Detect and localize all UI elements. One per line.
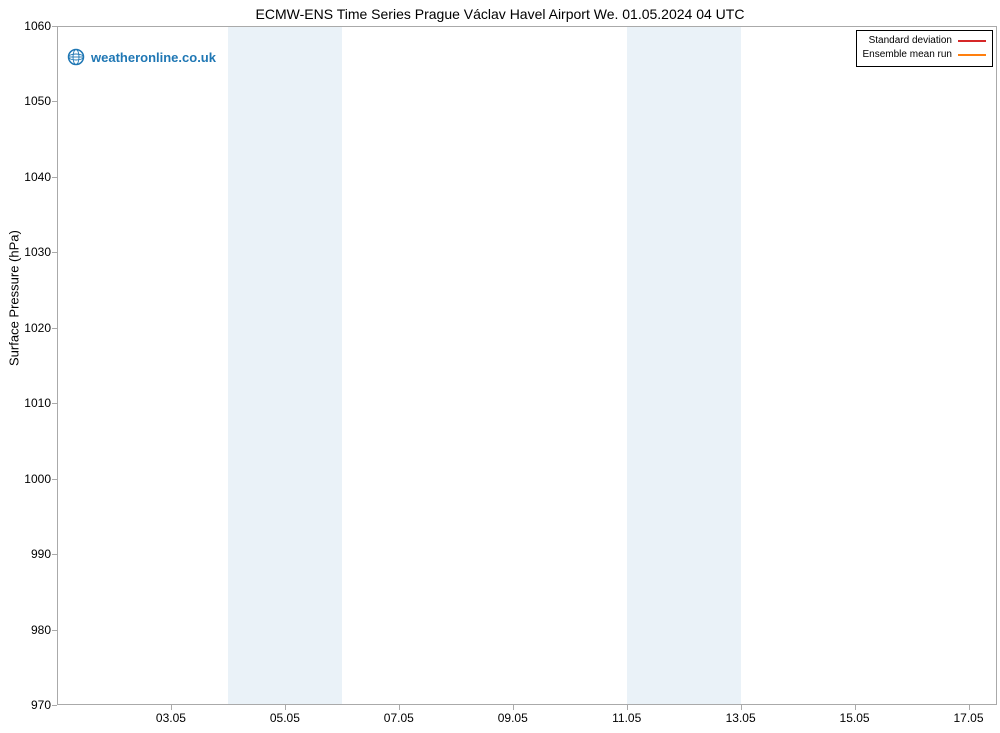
plot-area: weatheronline.co.uk Standard deviationEn… (57, 26, 997, 705)
weekend-band (627, 26, 741, 705)
y-axis-label: Surface Pressure (hPa) (7, 230, 22, 366)
x-tick-mark (627, 705, 628, 710)
x-tick-mark (741, 705, 742, 710)
y-tick-mark (52, 554, 57, 555)
globe-icon (67, 48, 85, 66)
x-tick-mark (285, 705, 286, 710)
y-tick-mark (52, 479, 57, 480)
watermark: weatheronline.co.uk (67, 48, 216, 66)
y-tick-mark (52, 328, 57, 329)
legend-item: Ensemble mean run (863, 48, 987, 62)
x-tick-mark (399, 705, 400, 710)
legend-swatch (958, 40, 986, 42)
legend: Standard deviationEnsemble mean run (856, 30, 994, 67)
y-tick-mark (52, 630, 57, 631)
y-tick-mark (52, 26, 57, 27)
x-tick-mark (969, 705, 970, 710)
legend-item-label: Ensemble mean run (863, 48, 953, 62)
y-tick-mark (52, 177, 57, 178)
pressure-time-series-chart: ECMW-ENS Time Series Prague Václav Havel… (0, 0, 1000, 733)
legend-item-label: Standard deviation (869, 34, 952, 48)
x-tick-mark (171, 705, 172, 710)
legend-item: Standard deviation (863, 34, 987, 48)
watermark-text: weatheronline.co.uk (91, 50, 216, 65)
plot-border (57, 26, 997, 705)
y-tick-mark (52, 101, 57, 102)
y-tick-mark (52, 252, 57, 253)
chart-title: ECMW-ENS Time Series Prague Václav Havel… (0, 6, 1000, 22)
x-tick-mark (855, 705, 856, 710)
weekend-band (228, 26, 342, 705)
y-tick-mark (52, 705, 57, 706)
legend-swatch (958, 54, 986, 56)
y-tick-mark (52, 403, 57, 404)
x-tick-mark (513, 705, 514, 710)
